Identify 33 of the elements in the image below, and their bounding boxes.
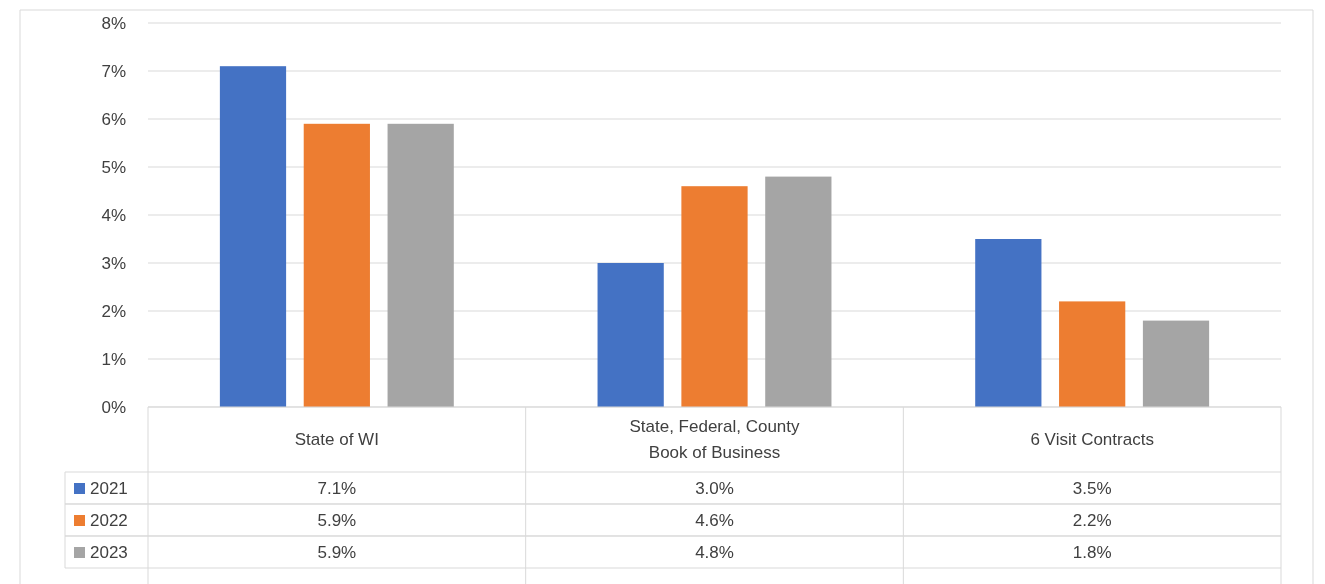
y-tick-label: 1% — [101, 349, 126, 369]
y-tick-label: 6% — [101, 109, 126, 129]
data-label: 4.8% — [695, 542, 734, 562]
y-tick-label: 5% — [101, 157, 126, 177]
data-label: 5.9% — [317, 510, 357, 530]
y-tick-label: 4% — [101, 205, 126, 225]
data-label: 1.8% — [1072, 542, 1112, 562]
bar — [765, 176, 832, 407]
y-tick-label: 2% — [101, 301, 126, 321]
bar — [681, 186, 748, 407]
bar — [303, 123, 370, 407]
bar — [1142, 320, 1210, 407]
bar — [975, 239, 1042, 407]
legend-label: 2023 — [90, 542, 128, 562]
y-tick-label: 7% — [101, 61, 126, 81]
legend-label: 2021 — [90, 478, 128, 498]
x-tick-label: 6 Visit Contracts — [1030, 430, 1154, 450]
bar — [1059, 301, 1126, 407]
y-tick-label: 8% — [101, 13, 126, 33]
data-label: 7.1% — [317, 478, 357, 498]
data-label: 2.2% — [1072, 510, 1112, 530]
y-tick-label: 0% — [101, 397, 126, 417]
legend-label: 2022 — [90, 510, 128, 530]
data-label: 4.6% — [695, 510, 734, 530]
data-label: 3.0% — [695, 478, 734, 498]
data-label: 3.5% — [1072, 478, 1112, 498]
bar — [597, 263, 664, 407]
bar — [387, 123, 454, 407]
data-label: 5.9% — [317, 542, 357, 562]
y-tick-label: 3% — [101, 253, 126, 273]
x-tick-label: State of WI — [294, 430, 379, 450]
x-tick-label: State, Federal, County Book of Business — [629, 417, 801, 463]
bar — [219, 66, 287, 407]
